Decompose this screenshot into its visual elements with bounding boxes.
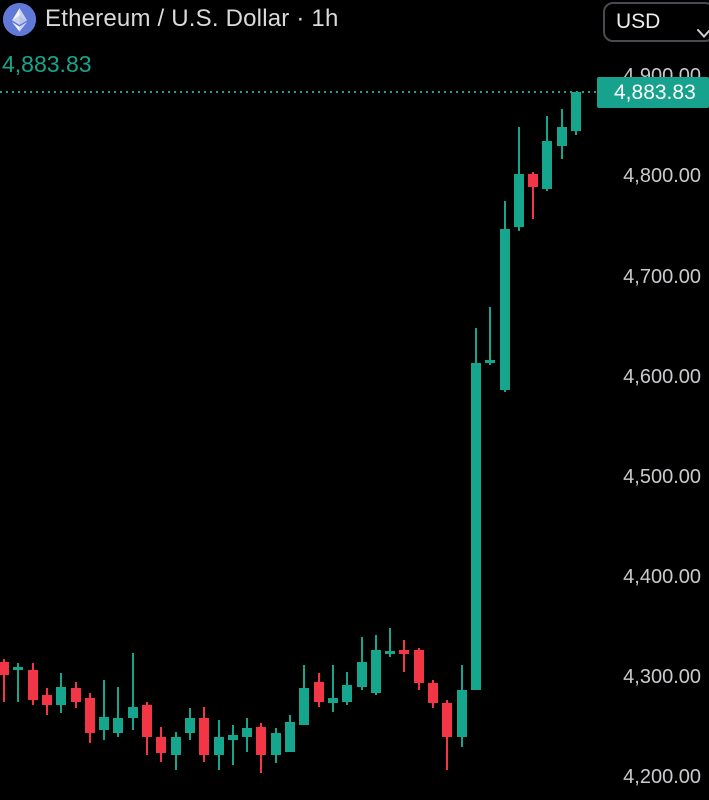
candle-body-down [0, 661, 9, 675]
candle-wick [17, 662, 20, 702]
price-axis-label: 4,600.00 [623, 365, 701, 388]
candle-body-down [313, 681, 324, 702]
currency-selector-button[interactable]: USD [603, 2, 709, 42]
candle-wick [103, 679, 106, 740]
candle-body-up [470, 362, 481, 690]
price-axis-label: 4,400.00 [623, 565, 701, 588]
candle-wick [331, 664, 334, 712]
candle-body-up [270, 732, 281, 755]
candle-body-up [299, 687, 310, 725]
candle-body-up [113, 717, 124, 733]
current-price-tag: 4,883.83 [597, 76, 709, 108]
candle-body-down [442, 702, 453, 737]
candle-body-up [127, 706, 138, 718]
price-axis-label: 4,800.00 [623, 165, 701, 188]
candle-body-down [84, 697, 95, 733]
price-axis-label: 4,300.00 [623, 665, 701, 688]
ethereum-logo-icon [3, 3, 36, 36]
candle-body-up [285, 721, 295, 752]
candle-wick [389, 627, 392, 657]
candle-body-up [227, 734, 238, 740]
candle-body-up [170, 736, 181, 755]
candle-wick [3, 658, 5, 702]
candle-wick [532, 172, 535, 220]
candle-body-up [499, 229, 510, 390]
candle-body-down [156, 736, 167, 753]
candle-body-down [199, 717, 210, 755]
price-axis-label: 4,700.00 [623, 265, 701, 288]
candle-body-up [385, 650, 396, 654]
candle-body-up [56, 686, 67, 705]
price-axis[interactable]: 4,900.004,800.004,700.004,600.004,500.00… [595, 0, 709, 800]
current-price-tag-label: 4,883.83 [614, 80, 696, 104]
currency-selector-label: USD [616, 10, 661, 33]
last-price-readout: 4,883.83 [2, 51, 92, 77]
price-axis-label: 4,500.00 [623, 465, 701, 488]
candle-body-down [413, 649, 424, 683]
candle-body-up [542, 141, 553, 190]
candle-body-up [485, 359, 496, 363]
candle-body-down [399, 649, 410, 654]
candle-body-down [528, 174, 539, 188]
candle-wick [231, 724, 234, 765]
current-price-line [0, 91, 598, 94]
candle-body-down [41, 694, 52, 705]
chevron-down-icon [697, 20, 709, 38]
candle-body-up [99, 716, 110, 730]
candle-body-up [184, 717, 195, 733]
candle-body-up [370, 649, 381, 693]
candle-body-up [242, 727, 253, 737]
candle-body-up [513, 174, 524, 228]
candle-body-down [256, 726, 267, 755]
candle-body-down [142, 704, 152, 737]
chart-header: Ethereum / U.S. Dollar · 1h USD [0, 0, 709, 48]
candle-body-up [13, 666, 24, 670]
candle-body-down [70, 687, 81, 702]
candle-wick [131, 652, 134, 730]
candle-body-up [327, 697, 338, 703]
candle-body-up [571, 92, 581, 132]
candle-body-up [556, 127, 567, 147]
candle-wick [489, 306, 492, 365]
candle-body-up [213, 736, 224, 755]
candle-wick [117, 686, 120, 737]
candle-body-down [27, 669, 38, 700]
candle-body-down [428, 682, 438, 703]
candle-wick [403, 639, 406, 672]
candle-body-up [342, 684, 353, 702]
symbol-title[interactable]: Ethereum / U.S. Dollar · 1h [45, 5, 339, 32]
candle-body-up [456, 689, 467, 737]
price-axis-label: 4,200.00 [623, 766, 701, 788]
chart-canvas[interactable] [0, 0, 598, 800]
candle-body-up [356, 661, 367, 687]
